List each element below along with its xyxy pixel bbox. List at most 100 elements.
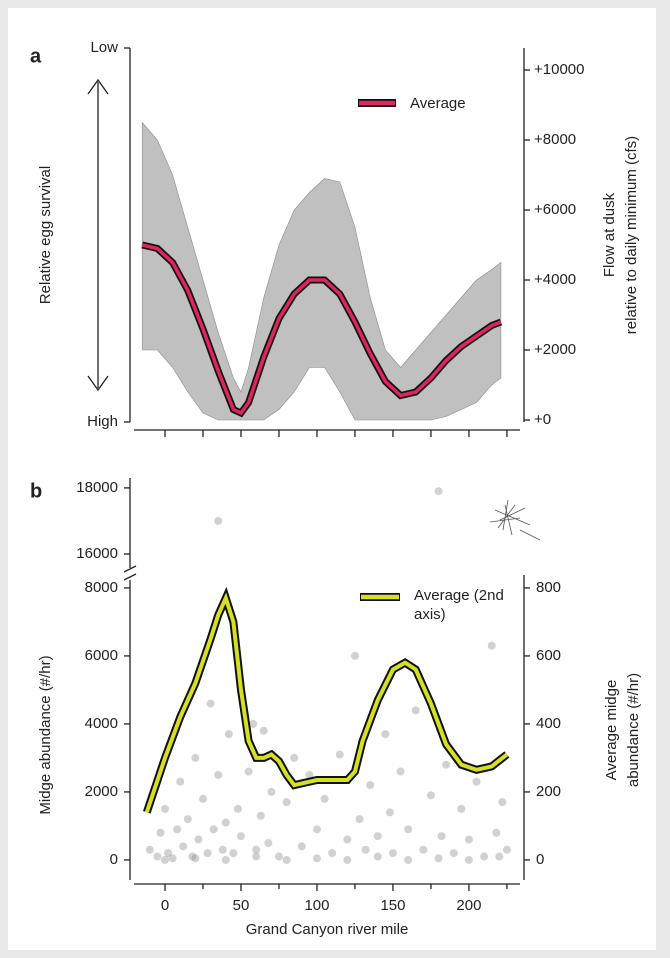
- scatter-point: [373, 852, 382, 861]
- scatter-point: [411, 706, 420, 715]
- scatter-point: [244, 767, 253, 776]
- scatter-point: [373, 832, 382, 841]
- y2-tick-label: 0: [536, 851, 544, 868]
- scatter-point: [487, 641, 496, 650]
- scatter-point: [229, 849, 238, 858]
- scatter-point: [355, 815, 364, 824]
- scatter-point: [274, 852, 283, 861]
- scatter-point: [233, 804, 242, 813]
- scatter-point: [449, 849, 458, 858]
- scatter-point: [191, 753, 200, 762]
- scatter-point: [381, 730, 390, 739]
- x-tick-label: 0: [161, 897, 169, 914]
- scatter-point: [312, 854, 321, 863]
- scatter-point: [388, 849, 397, 858]
- scatter-point: [282, 855, 291, 864]
- scatter-point: [434, 487, 443, 496]
- scatter-point: [198, 794, 207, 803]
- y-tick-label: 16000: [76, 545, 118, 562]
- scatter-point: [320, 794, 329, 803]
- scatter-point: [290, 753, 299, 762]
- scatter-point: [442, 760, 451, 769]
- y2-axis-label: relative to daily minimum (cfs): [623, 136, 640, 334]
- scatter-point: [161, 855, 170, 864]
- scatter-point: [259, 726, 268, 735]
- scatter-point: [385, 808, 394, 817]
- scatter-point: [464, 855, 473, 864]
- y2-tick-label: +6000: [534, 201, 576, 218]
- panel-letter: a: [30, 45, 42, 67]
- y2-axis-label: Flow at dusk: [601, 192, 618, 277]
- scatter-point: [419, 845, 428, 854]
- y2-tick-label: +10000: [534, 61, 584, 78]
- scatter-point: [305, 770, 314, 779]
- scatter-point: [206, 699, 215, 708]
- y2-tick-label: +4000: [534, 271, 576, 288]
- x-axis-label: Grand Canyon river mile: [246, 921, 409, 938]
- scatter-point: [328, 849, 337, 858]
- insect-icon: [489, 499, 541, 541]
- y2-tick-label: 400: [536, 715, 561, 732]
- y-tick-label: 8000: [85, 579, 118, 596]
- y2-tick-label: 800: [536, 579, 561, 596]
- scatter-point: [221, 818, 230, 827]
- scatter-point: [312, 825, 321, 834]
- scatter-point: [480, 852, 489, 861]
- scatter-point: [297, 842, 306, 851]
- scatter-point: [426, 791, 435, 800]
- x-tick-label: 200: [456, 897, 481, 914]
- scatter-point: [457, 804, 466, 813]
- y-tick-label: Low: [90, 39, 118, 56]
- scatter-point: [495, 852, 504, 861]
- y2-tick-label: +8000: [534, 131, 576, 148]
- y2-axis-label: abundance (#/hr): [625, 673, 642, 787]
- scatter-point: [145, 845, 154, 854]
- y2-tick-label: +0: [534, 411, 551, 428]
- scatter-point: [218, 845, 227, 854]
- legend-label: Average: [410, 95, 466, 112]
- panel-letter: b: [30, 480, 42, 502]
- scatter-point: [179, 842, 188, 851]
- scatter-point: [252, 852, 261, 861]
- scatter-point: [191, 854, 200, 863]
- scatter-point: [209, 825, 218, 834]
- scatter-point: [188, 852, 197, 861]
- scatter-point: [343, 855, 352, 864]
- scatter-point: [236, 832, 245, 841]
- axis-break: [123, 565, 137, 581]
- scatter-point: [361, 845, 370, 854]
- simulation-envelope: [141, 121, 502, 421]
- scatter-point: [366, 781, 375, 790]
- y2-tick-label: 600: [536, 647, 561, 664]
- scatter-point: [434, 854, 443, 863]
- y2-tick-label: +2000: [534, 341, 576, 358]
- scatter-point: [282, 798, 291, 807]
- scatter-point: [335, 750, 344, 759]
- scatter-point: [404, 825, 413, 834]
- scatter-point: [256, 811, 265, 820]
- scatter-point: [203, 849, 212, 858]
- scatter-point: [161, 804, 170, 813]
- scatter-point: [264, 838, 273, 847]
- y-tick-label: 4000: [85, 715, 118, 732]
- line: [141, 243, 502, 416]
- scatter-point: [194, 835, 203, 844]
- scatter-point: [156, 828, 165, 837]
- scatter-point: [464, 835, 473, 844]
- scatter-point: [173, 825, 182, 834]
- scatter-point: [221, 855, 230, 864]
- scatter-point: [183, 815, 192, 824]
- y-tick-label: 2000: [85, 783, 118, 800]
- scatter-point: [492, 828, 501, 837]
- scatter-point: [224, 730, 233, 739]
- scatter-point: [252, 845, 261, 854]
- y2-tick-label: 200: [536, 783, 561, 800]
- x-tick-label: 50: [233, 897, 250, 914]
- scatter-point: [502, 845, 511, 854]
- panel-background: [8, 8, 656, 950]
- legend-label: Average (2nd axis): [414, 587, 504, 623]
- scatter-point: [249, 719, 258, 728]
- scatter-point: [176, 777, 185, 786]
